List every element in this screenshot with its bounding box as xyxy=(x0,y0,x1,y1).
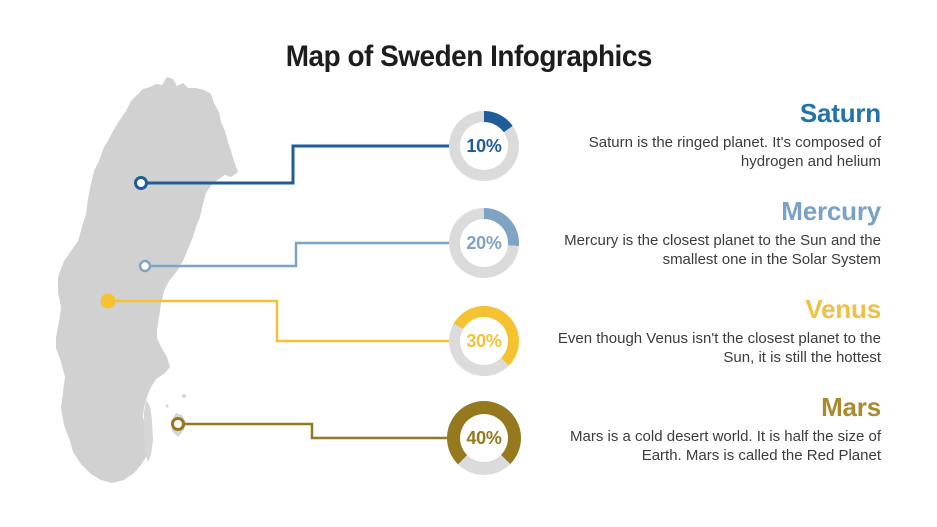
planet-heading: Saturn xyxy=(799,98,881,128)
planet-heading: Mercury xyxy=(781,196,881,226)
planet-description: Mars is a cold desert world. It is half … xyxy=(570,428,881,465)
planet-heading: Venus xyxy=(805,294,881,324)
page-title: Map of Sweden Infographics xyxy=(0,40,937,74)
planet-description: Saturn is the ringed planet. It's compos… xyxy=(588,134,881,171)
island-dot xyxy=(182,394,186,398)
planet-block-venus: Venus Even though Venus isn't the closes… xyxy=(531,296,881,367)
page-title-text: Map of Sweden Infographics xyxy=(285,40,652,73)
island-gotland xyxy=(171,413,186,437)
planet-block-saturn: Saturn Saturn is the ringed planet. It's… xyxy=(531,100,881,171)
connector-line-mercury xyxy=(145,241,449,268)
donut-percent-label: 30% xyxy=(466,330,502,351)
donut-chart-mars: 40% xyxy=(447,401,521,475)
map-marker-mercury xyxy=(138,259,152,273)
planet-block-mars: Mars Mars is a cold desert world. It is … xyxy=(531,394,881,465)
donut-chart-venus: 30% xyxy=(449,306,519,376)
map-marker-mars xyxy=(171,417,185,431)
donut-percent-label: 20% xyxy=(466,232,502,253)
map-marker-venus xyxy=(100,293,116,309)
planet-heading: Mars xyxy=(821,392,881,422)
sweden-map-silhouette xyxy=(56,77,238,483)
planet-block-mercury: Mercury Mercury is the closest planet to… xyxy=(531,198,881,269)
connector-line-saturn xyxy=(141,144,449,185)
island-oland xyxy=(144,400,153,462)
connector-line-venus xyxy=(108,299,449,343)
map-marker-saturn xyxy=(134,176,148,190)
donut-percent-label: 40% xyxy=(466,427,502,448)
island-dot xyxy=(165,404,169,408)
donut-chart-saturn: 10% xyxy=(449,111,519,181)
donut-chart-mercury: 20% xyxy=(449,208,519,278)
donut-percent-label: 10% xyxy=(466,135,502,156)
planet-description: Even though Venus isn't the closest plan… xyxy=(557,330,881,367)
planet-description: Mercury is the closest planet to the Sun… xyxy=(564,232,881,269)
connector-line-mars xyxy=(178,422,447,440)
